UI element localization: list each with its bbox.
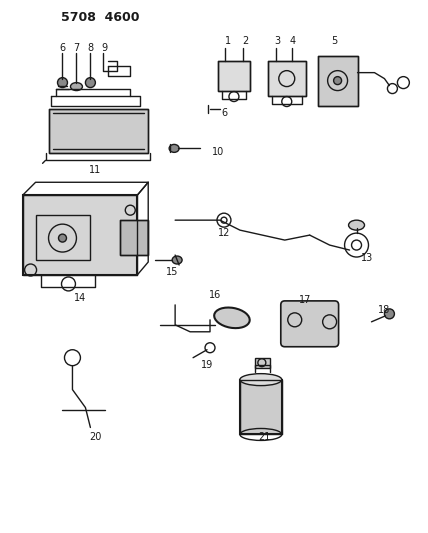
Text: 9: 9 bbox=[101, 43, 107, 53]
Text: 21: 21 bbox=[259, 432, 271, 442]
Text: 1: 1 bbox=[225, 36, 231, 46]
Circle shape bbox=[86, 78, 95, 87]
Text: 6: 6 bbox=[59, 43, 65, 53]
Ellipse shape bbox=[172, 256, 182, 264]
Bar bbox=[240, 379, 282, 434]
Circle shape bbox=[57, 78, 68, 87]
Circle shape bbox=[384, 309, 395, 319]
Text: 3: 3 bbox=[275, 36, 281, 46]
Bar bbox=[120, 220, 148, 255]
Text: 15: 15 bbox=[166, 267, 178, 277]
Text: 20: 20 bbox=[89, 432, 101, 442]
Text: 2: 2 bbox=[242, 36, 248, 46]
Text: 8: 8 bbox=[87, 43, 93, 53]
Text: 13: 13 bbox=[361, 253, 374, 263]
Bar bbox=[255, 358, 270, 368]
Bar bbox=[36, 215, 90, 260]
Ellipse shape bbox=[348, 220, 365, 230]
Text: 7: 7 bbox=[73, 43, 80, 53]
Ellipse shape bbox=[240, 374, 282, 385]
Bar bbox=[48, 109, 148, 154]
Text: 12: 12 bbox=[218, 228, 230, 238]
Text: 5: 5 bbox=[331, 36, 338, 46]
Circle shape bbox=[59, 234, 66, 242]
Text: 10: 10 bbox=[212, 147, 224, 157]
Text: 18: 18 bbox=[378, 305, 391, 315]
Circle shape bbox=[333, 77, 342, 85]
Bar bbox=[268, 61, 306, 95]
Text: 5708  4600: 5708 4600 bbox=[61, 11, 140, 25]
Text: 17: 17 bbox=[298, 295, 311, 305]
Text: 11: 11 bbox=[89, 165, 101, 175]
Bar bbox=[23, 195, 137, 275]
FancyBboxPatch shape bbox=[281, 301, 339, 347]
Ellipse shape bbox=[71, 83, 83, 91]
Bar bbox=[218, 61, 250, 91]
Text: 14: 14 bbox=[74, 293, 86, 303]
Bar bbox=[318, 55, 357, 106]
Text: 6: 6 bbox=[221, 109, 227, 118]
Text: 19: 19 bbox=[201, 360, 213, 370]
Text: 16: 16 bbox=[209, 290, 221, 300]
Text: 4: 4 bbox=[290, 36, 296, 46]
Ellipse shape bbox=[214, 308, 250, 328]
Ellipse shape bbox=[169, 144, 179, 152]
